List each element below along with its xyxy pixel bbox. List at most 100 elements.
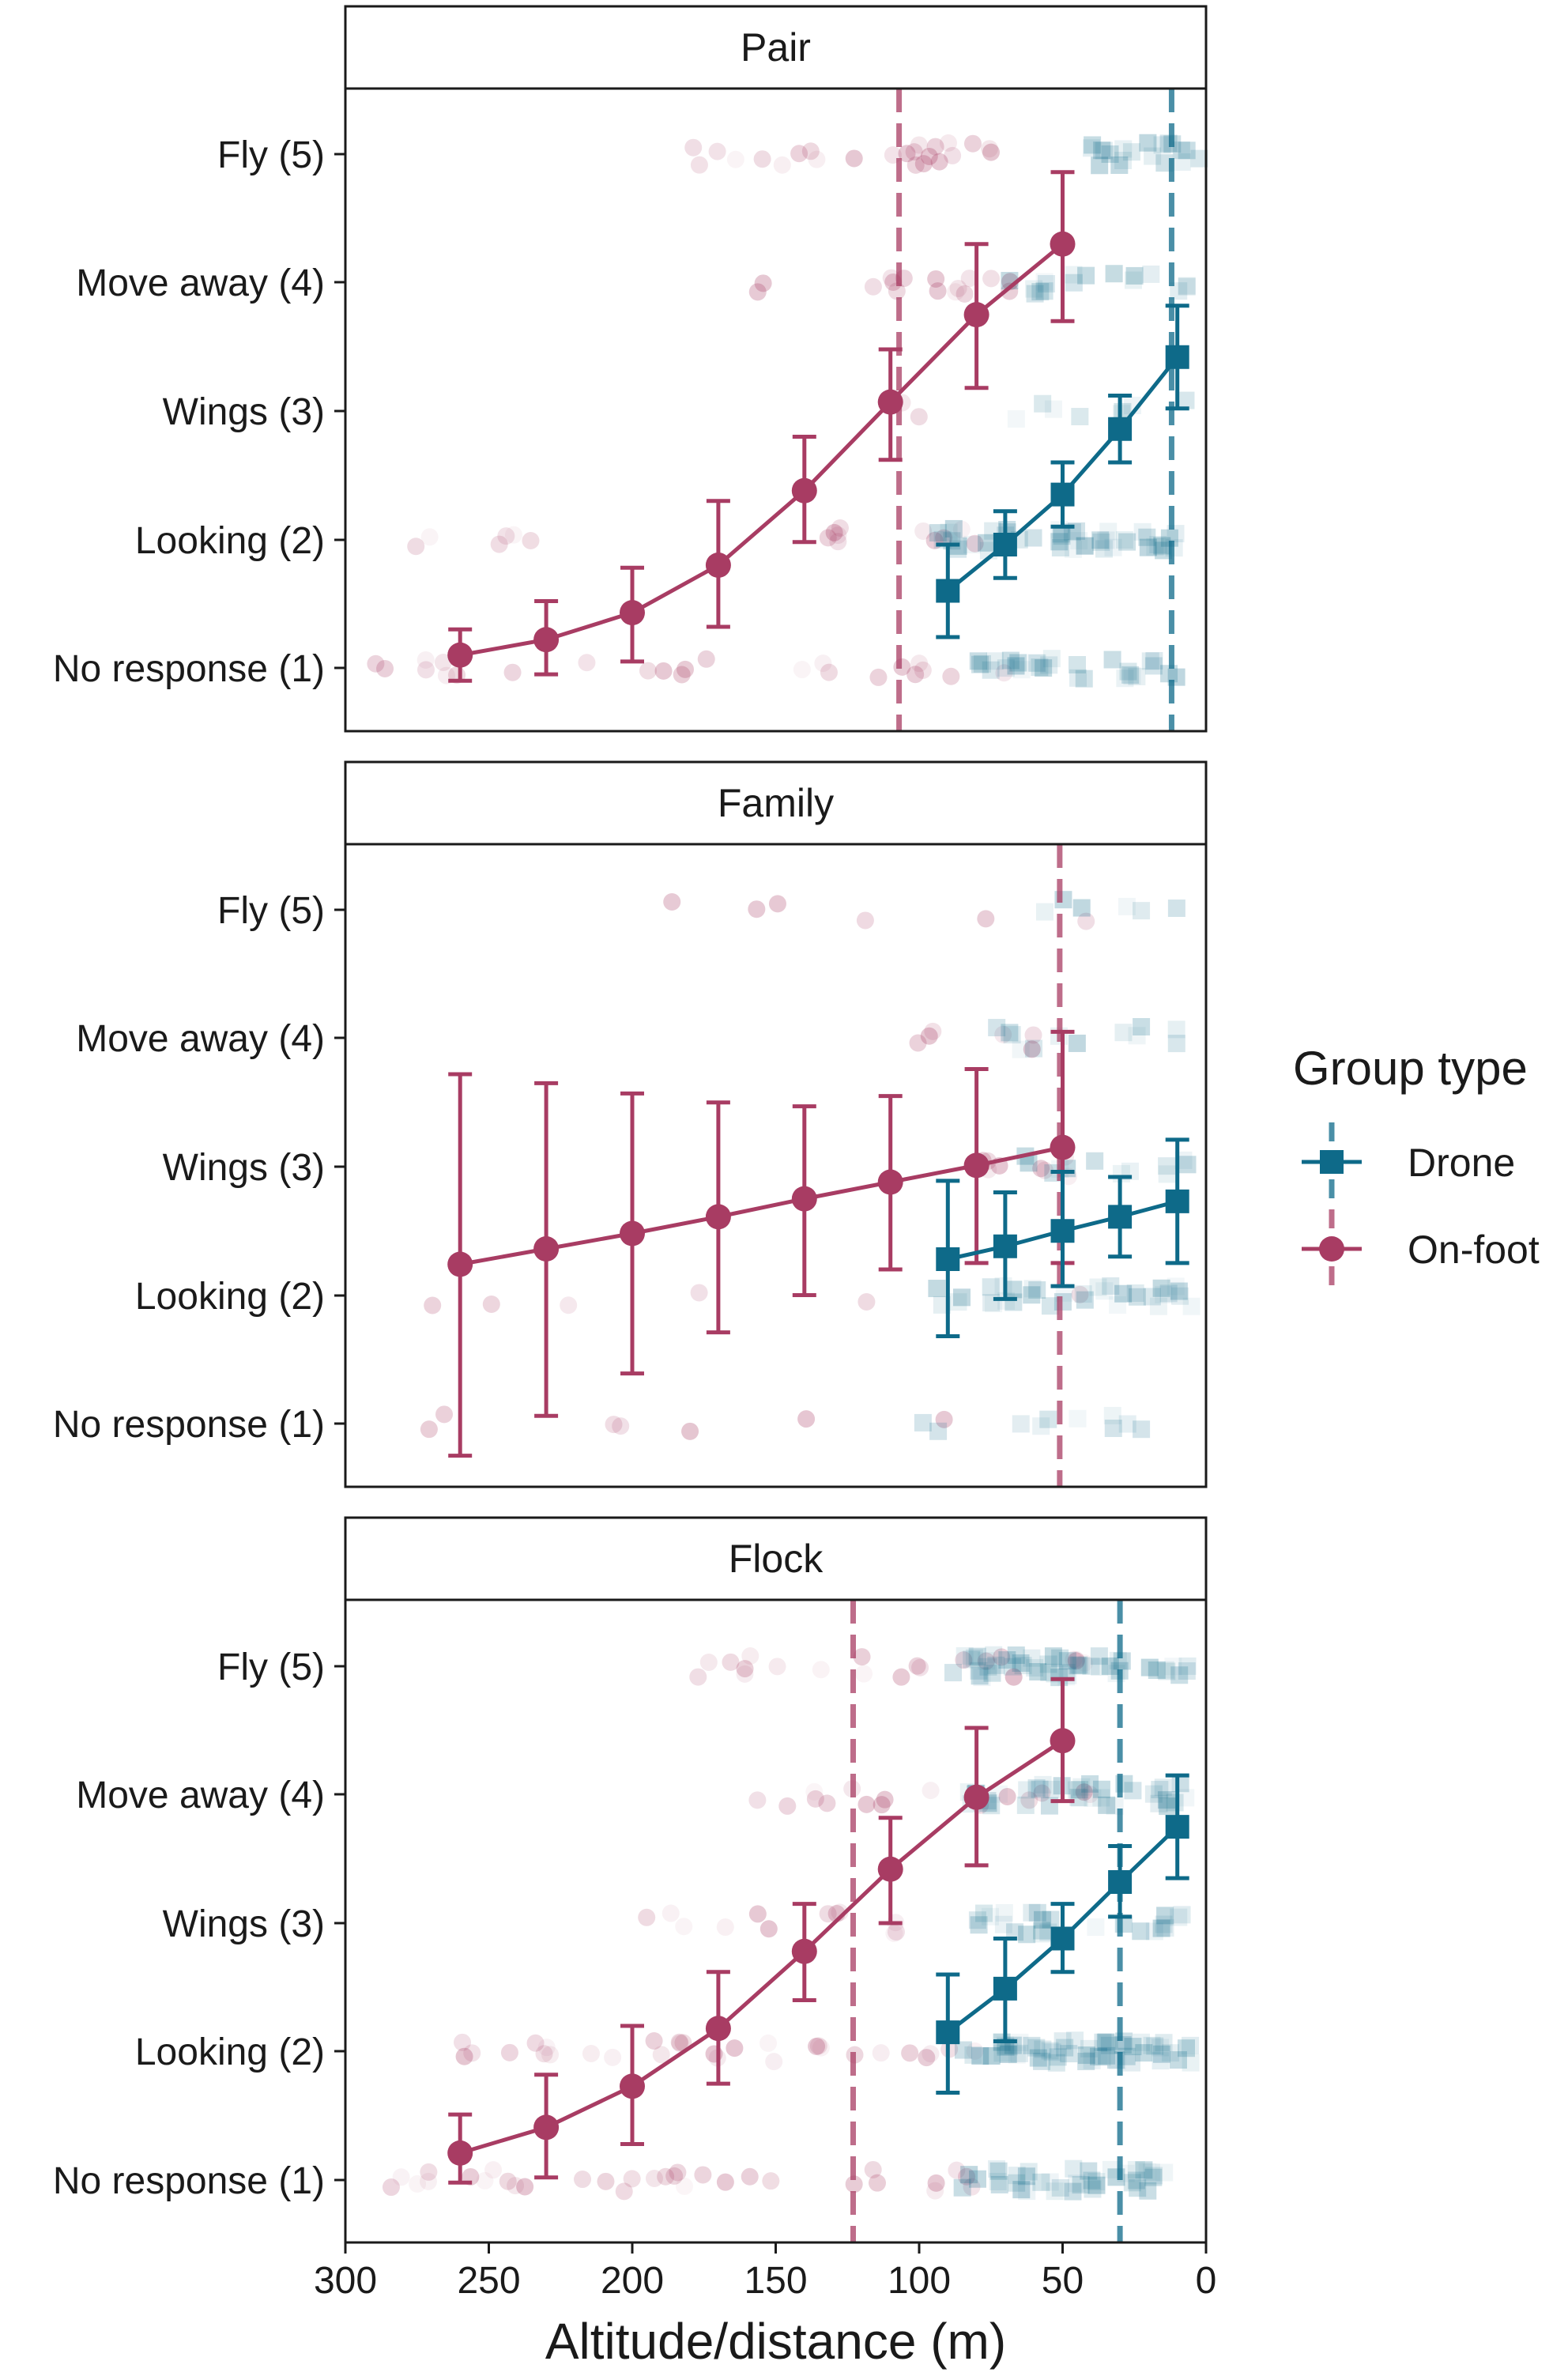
raw-point-drone (1116, 669, 1134, 688)
facet-strip-label: Family (718, 781, 834, 825)
series-onfoot (447, 1677, 1076, 2185)
raw-point-drone (990, 2175, 1008, 2193)
raw-point-onfoot (819, 529, 837, 547)
raw-point-drone (1143, 1288, 1161, 1306)
raw-point-drone (1029, 1663, 1047, 1681)
raw-point-onfoot (665, 2167, 684, 2185)
raw-point-onfoot (926, 138, 944, 156)
raw-point-onfoot (819, 1905, 837, 1923)
raw-point-drone (1093, 141, 1111, 160)
raw-point-drone (1123, 2054, 1141, 2072)
raw-point-drone (982, 2046, 1001, 2065)
raw-point-drone (1149, 1297, 1167, 1315)
raw-point-onfoot (560, 1296, 578, 1314)
x-tick-label: 300 (314, 2260, 377, 2302)
raw-point-drone (1141, 652, 1159, 670)
raw-point-drone (952, 1288, 971, 1307)
raw-point-drone (1178, 141, 1196, 160)
data-point-circle (620, 600, 645, 626)
raw-point-drone (1083, 139, 1101, 157)
panel-border (344, 843, 1208, 1488)
raw-point-drone (999, 2045, 1017, 2063)
raw-point-onfoot (805, 1782, 824, 1801)
raw-point-drone (1102, 1277, 1120, 1295)
data-point-circle (620, 1220, 645, 1247)
raw-point-onfoot (812, 1661, 830, 1679)
data-point-circle (533, 1236, 560, 1262)
raw-point-onfoot (760, 1920, 778, 1938)
raw-point-onfoot (812, 2039, 830, 2057)
data-point-square (1050, 1219, 1075, 1243)
raw-point-drone (1032, 2173, 1050, 2191)
raw-point-drone (1051, 1649, 1069, 1667)
raw-point-onfoot (484, 2161, 503, 2179)
data-point-circle (1050, 1134, 1076, 1160)
raw-point-drone (1182, 2054, 1200, 2072)
raw-point-drone (1042, 650, 1061, 668)
raw-point-drone (1058, 1652, 1076, 1670)
raw-point-onfoot (1004, 1668, 1023, 1686)
raw-point-onfoot (935, 529, 953, 547)
raw-point-drone (987, 2159, 1005, 2178)
raw-point-onfoot (778, 1797, 797, 1815)
raw-point-drone (1178, 1657, 1197, 1675)
raw-point-drone (1164, 1658, 1182, 1676)
raw-point-drone (971, 2047, 989, 2065)
x-axis-title: Altitude/distance (m) (545, 2313, 1006, 2370)
raw-point-drone (1129, 2179, 1147, 2197)
y-tick-label: Wings (3) (163, 1903, 325, 1945)
series-drone (936, 304, 1189, 639)
raw-point-drone (1074, 1285, 1092, 1303)
data-point-circle (877, 1856, 903, 1882)
raw-point-drone (987, 1656, 1005, 1674)
raw-point-drone (1153, 136, 1171, 154)
raw-point-onfoot (977, 1652, 995, 1670)
raw-point-drone (1076, 1291, 1094, 1309)
raw-point-onfoot (939, 134, 957, 152)
raw-point-drone (1041, 2042, 1059, 2060)
raw-point-drone (1091, 1658, 1109, 1676)
raw-point-drone (1143, 2163, 1161, 2182)
raw-point-drone (1100, 2036, 1118, 2054)
raw-point-drone (988, 1019, 1006, 1037)
series-drone (936, 1137, 1189, 1338)
raw-point-drone (1128, 1027, 1146, 1045)
raw-point-drone (1003, 1026, 1021, 1044)
raw-point-drone (1033, 1922, 1051, 1940)
raw-point-drone (1072, 2176, 1090, 2194)
raw-point-drone (1158, 1157, 1176, 1175)
raw-point-drone (1007, 410, 1025, 428)
data-point-square (993, 533, 1017, 556)
raw-point-onfoot (955, 1651, 973, 1669)
raw-point-drone (1115, 531, 1133, 549)
raw-point-drone (1178, 2039, 1196, 2058)
raw-point-drone (1099, 522, 1118, 541)
raw-point-onfoot (675, 1918, 693, 1936)
raw-point-drone (979, 1658, 997, 1676)
raw-point-drone (1096, 2033, 1114, 2051)
raw-point-drone (1156, 1907, 1174, 1925)
data-point-circle (791, 1938, 817, 1964)
raw-point-drone (1033, 1925, 1051, 1943)
data-point-circle (963, 302, 989, 328)
raw-point-onfoot (876, 1790, 894, 1809)
raw-point-onfoot (1001, 282, 1019, 300)
raw-point-drone (1167, 1035, 1185, 1053)
data-point-circle (533, 2114, 560, 2140)
y-tick-label: No response (1) (53, 2160, 325, 2202)
raw-point-drone (1101, 1657, 1119, 1675)
raw-point-onfoot (898, 145, 916, 163)
raw-point-onfoot (1077, 912, 1095, 930)
raw-point-drone (1052, 525, 1070, 543)
raw-point-drone (1051, 538, 1069, 556)
raw-point-drone (1042, 1780, 1061, 1798)
raw-point-onfoot (910, 654, 929, 673)
raw-point-onfoot (407, 537, 425, 556)
raw-point-drone (1023, 2036, 1041, 2054)
raw-point-drone (1146, 2037, 1164, 2055)
raw-point-onfoot (504, 526, 522, 544)
data-point-circle (877, 1169, 903, 1195)
raw-point-onfoot (908, 1657, 926, 1675)
raw-point-onfoot (420, 2163, 438, 2181)
raw-point-drone (1118, 533, 1136, 551)
